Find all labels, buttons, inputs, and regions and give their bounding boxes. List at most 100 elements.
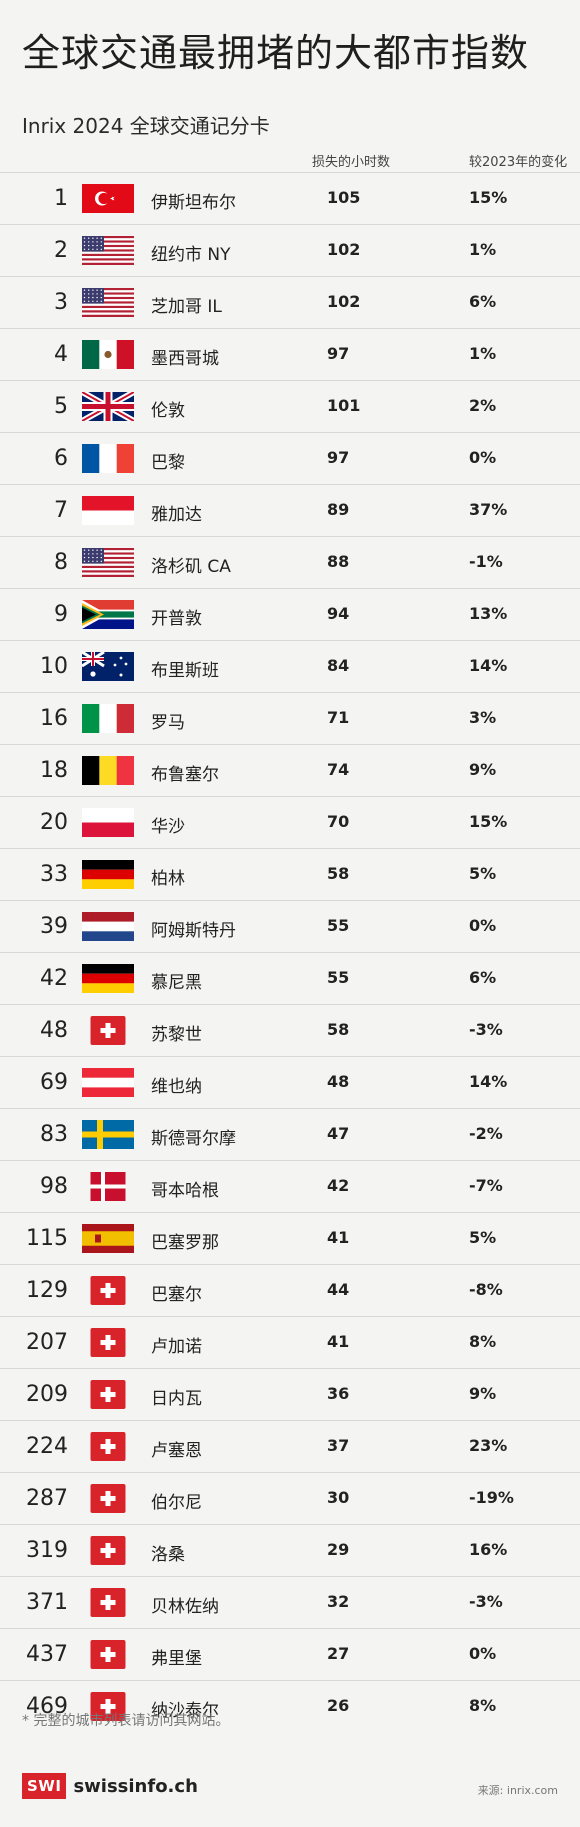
table-row: 83 斯德哥尔摩 47 -2% xyxy=(0,1108,580,1160)
france-flag-icon xyxy=(82,444,134,473)
germany-flag-icon xyxy=(82,964,134,993)
hours-lost-value: 71 xyxy=(327,708,350,727)
city-name: 芝加哥 IL xyxy=(151,297,222,317)
hours-lost-value: 105 xyxy=(327,188,361,207)
rank-label: 98 xyxy=(40,1174,68,1199)
table-row: 69 维也纳 48 14% xyxy=(0,1056,580,1108)
rank-label: 4 xyxy=(54,342,68,367)
poland-flag-icon xyxy=(82,808,134,837)
change-value: 8% xyxy=(469,1696,497,1715)
change-value: 5% xyxy=(469,864,497,883)
page-subtitle: Inrix 2024 全球交通记分卡 xyxy=(22,114,270,138)
city-name: 柏林 xyxy=(151,869,185,889)
footnote: * 完整的城市列表请访问其网站。 xyxy=(22,1713,230,1729)
hours-lost-value: 102 xyxy=(327,292,361,311)
switzerland-flag-icon xyxy=(82,1536,134,1565)
hours-lost-value: 89 xyxy=(327,500,350,519)
city-name: 维也纳 xyxy=(151,1077,202,1097)
table-row: 129 巴塞尔 44 -8% xyxy=(0,1264,580,1316)
sweden-flag-icon xyxy=(82,1120,134,1149)
turkey-flag-icon xyxy=(82,184,134,213)
city-name: 哥本哈根 xyxy=(151,1181,219,1201)
table-row: 42 慕尼黑 55 6% xyxy=(0,952,580,1004)
city-name: 雅加达 xyxy=(151,505,202,525)
change-value: 9% xyxy=(469,1384,497,1403)
change-value: -3% xyxy=(469,1592,503,1611)
city-name: 布鲁塞尔 xyxy=(151,765,219,785)
switzerland-flag-icon xyxy=(82,1276,134,1305)
hours-lost-value: 29 xyxy=(327,1540,350,1559)
change-value: 9% xyxy=(469,760,497,779)
brand-logo-box: SWI xyxy=(22,1773,67,1799)
table-row: 2 纽约市 NY 102 1% xyxy=(0,224,580,276)
table-row: 4 墨西哥城 97 1% xyxy=(0,328,580,380)
indonesia-flag-icon xyxy=(82,496,134,525)
rank-label: 16 xyxy=(40,706,68,731)
source-note: 来源: inrix.com xyxy=(477,1784,558,1797)
table-row: 9 开普敦 94 13% xyxy=(0,588,580,640)
city-name: 伦敦 xyxy=(151,401,185,421)
italy-flag-icon xyxy=(82,704,134,733)
switzerland-flag-icon xyxy=(82,1692,134,1721)
page-title: 全球交通最拥堵的大都市指数 xyxy=(22,31,530,75)
rank-label: 69 xyxy=(40,1070,68,1095)
table-row: 209 日内瓦 36 9% xyxy=(0,1368,580,1420)
city-name: 苏黎世 xyxy=(151,1025,202,1045)
switzerland-flag-icon xyxy=(82,1016,134,1045)
change-value: 0% xyxy=(469,916,497,935)
city-name: 卢塞恩 xyxy=(151,1441,202,1461)
mexico-flag-icon xyxy=(82,340,134,369)
brand-logo[interactable]: SWI swissinfo.ch xyxy=(22,1772,198,1800)
australia-flag-icon xyxy=(82,652,134,681)
change-value: 1% xyxy=(469,240,497,259)
city-name: 巴塞尔 xyxy=(151,1285,202,1305)
change-value: 5% xyxy=(469,1228,497,1247)
uk-flag-icon xyxy=(82,392,134,421)
change-value: 0% xyxy=(469,1644,497,1663)
austria-flag-icon xyxy=(82,1068,134,1097)
hours-lost-value: 102 xyxy=(327,240,361,259)
hours-lost-value: 84 xyxy=(327,656,350,675)
rank-label: 20 xyxy=(40,810,68,835)
change-value: 15% xyxy=(469,812,508,831)
change-value: -2% xyxy=(469,1124,503,1143)
hours-lost-value: 42 xyxy=(327,1176,350,1195)
belgium-flag-icon xyxy=(82,756,134,785)
change-value: 37% xyxy=(469,500,508,519)
table-row: 8 洛杉矶 CA 88 -1% xyxy=(0,536,580,588)
change-value: -7% xyxy=(469,1176,503,1195)
hours-lost-value: 55 xyxy=(327,968,350,987)
city-name: 阿姆斯特丹 xyxy=(151,921,236,941)
southafrica-flag-icon xyxy=(82,600,134,629)
city-name: 纽约市 NY xyxy=(151,245,231,265)
rank-label: 7 xyxy=(54,498,68,523)
table-row: 207 卢加诺 41 8% xyxy=(0,1316,580,1368)
city-name: 巴塞罗那 xyxy=(151,1233,219,1253)
rank-label: 115 xyxy=(26,1226,68,1251)
city-name: 纳沙泰尔 xyxy=(151,1701,219,1721)
table-row: 5 伦敦 101 2% xyxy=(0,380,580,432)
change-value: 23% xyxy=(469,1436,508,1455)
change-value: 14% xyxy=(469,656,508,675)
city-name: 巴黎 xyxy=(151,453,185,473)
rank-label: 437 xyxy=(26,1642,68,1667)
table-row: 115 巴塞罗那 41 5% xyxy=(0,1212,580,1264)
change-value: 13% xyxy=(469,604,508,623)
city-name: 墨西哥城 xyxy=(151,349,219,369)
table-row: 33 柏林 58 5% xyxy=(0,848,580,900)
table-row: 469 纳沙泰尔 26 8% xyxy=(0,1680,580,1732)
city-name: 华沙 xyxy=(151,817,185,837)
rank-label: 469 xyxy=(26,1694,68,1719)
hours-lost-value: 27 xyxy=(327,1644,350,1663)
hours-lost-value: 70 xyxy=(327,812,350,831)
table-row: 10 布里斯班 84 14% xyxy=(0,640,580,692)
hours-lost-value: 48 xyxy=(327,1072,350,1091)
change-value: -3% xyxy=(469,1020,503,1039)
rank-label: 224 xyxy=(26,1434,68,1459)
hours-lost-value: 30 xyxy=(327,1488,350,1507)
brand-name: swissinfo.ch xyxy=(73,1775,198,1797)
rank-label: 10 xyxy=(40,654,68,679)
table-row: 16 罗马 71 3% xyxy=(0,692,580,744)
change-value: 15% xyxy=(469,188,508,207)
city-name: 弗里堡 xyxy=(151,1649,202,1669)
